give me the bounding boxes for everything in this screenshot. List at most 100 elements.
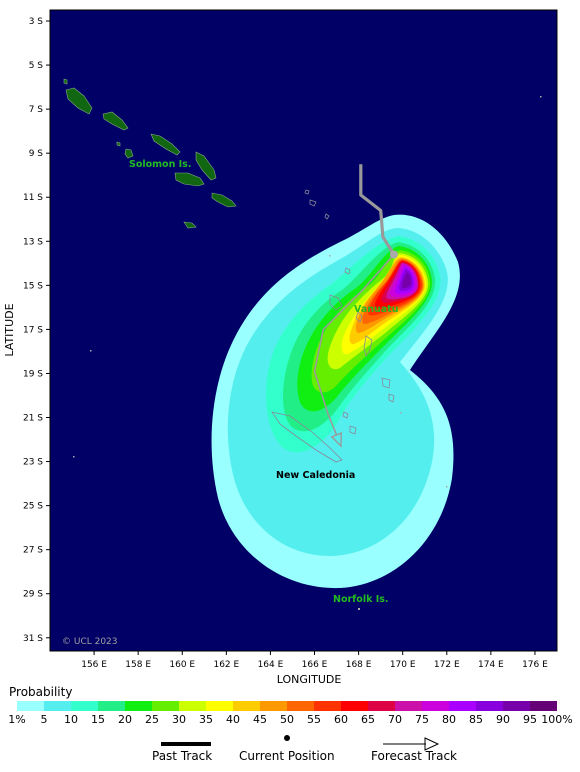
- island-makira: [211, 192, 237, 208]
- legend-swatch: [530, 701, 557, 711]
- current-position-key-label: Current Position: [239, 749, 335, 763]
- latitude-axis-title: LATITUDE: [3, 303, 16, 356]
- lat-tick-label: 15 S: [23, 281, 43, 291]
- island-small-3: [324, 213, 330, 220]
- island-outlines: [271, 189, 395, 463]
- island-efate: [363, 335, 373, 357]
- probability-legend: Probability 1% 5 10 15 20 25 30 35 40 45 50 55 60 65 7…: [0, 684, 580, 772]
- lat-tick-label: 21 S: [23, 414, 43, 424]
- island-small-2: [116, 141, 121, 147]
- lat-tick-label: 25 S: [23, 502, 43, 512]
- lat-tick-label: 17 S: [23, 325, 43, 335]
- legend-swatch: [44, 701, 71, 711]
- island-rennell: [183, 221, 197, 229]
- legend-swatch: [206, 701, 233, 711]
- label-norfolk-island: Norfolk Is.: [333, 594, 389, 605]
- past-track-key-label: Past Track: [152, 749, 213, 763]
- lon-tick-label: 172 E: [434, 660, 460, 670]
- label-vanuatu: Vanuatu: [354, 304, 399, 315]
- island-tanna: [381, 377, 391, 389]
- legend-swatch: [98, 701, 125, 711]
- legend-swatch: [152, 701, 179, 711]
- label-new-caledonia: New Caledonia: [276, 470, 355, 481]
- forecast-track-key-arrow: [424, 737, 440, 751]
- legend-swatch: [395, 701, 422, 711]
- lat-tick-label: 5 S: [29, 61, 44, 71]
- legend-swatch: [17, 701, 44, 711]
- legend-swatch: [287, 701, 314, 711]
- islet-1: [540, 96, 542, 98]
- latitude-ticks: 3 S 5 S 7 S 9 S 11 S 13 S 15 S 17 S 19 S 21 S 23 S…: [23, 17, 50, 644]
- legend-value-label: 75: [415, 713, 429, 726]
- legend-color-bar: [17, 701, 557, 711]
- legend-value-label: 15: [91, 713, 105, 726]
- island-loyalty-1: [342, 411, 349, 419]
- legend-swatch: [125, 701, 152, 711]
- lon-tick-label: 160 E: [169, 660, 195, 670]
- legend-swatch: [314, 701, 341, 711]
- lat-tick-label: 7 S: [29, 105, 44, 115]
- lat-tick-label: 31 S: [23, 634, 43, 644]
- legend-value-label: 5: [40, 713, 48, 726]
- islet-3: [73, 456, 75, 458]
- legend-swatch: [449, 701, 476, 711]
- lat-tick-label: 29 S: [23, 590, 43, 600]
- legend-swatch: [260, 701, 287, 711]
- lat-tick-label: 19 S: [23, 369, 43, 379]
- lon-tick-label: 174 E: [478, 660, 504, 670]
- lat-tick-label: 13 S: [23, 237, 43, 247]
- longitude-axis-title: LONGITUDE: [277, 673, 342, 684]
- legend-title: Probability: [9, 685, 73, 699]
- island-grande-terre: [271, 411, 343, 463]
- legend-value-label: 85: [469, 713, 483, 726]
- island-nggela: [124, 148, 134, 159]
- legend-value-label: 20: [118, 713, 132, 726]
- label-solomon-islands: Solomon Is.: [129, 159, 191, 170]
- legend-value-label: 70: [388, 713, 402, 726]
- lat-tick-label: 11 S: [23, 193, 43, 203]
- legend-value-label: 50: [280, 713, 294, 726]
- current-position-dot: [389, 250, 398, 259]
- lon-tick-label: 162 E: [213, 660, 239, 670]
- legend-swatch: [368, 701, 395, 711]
- lon-tick-label: 166 E: [302, 660, 328, 670]
- legend-value-label: 45: [253, 713, 267, 726]
- lon-tick-label: 156 E: [81, 660, 107, 670]
- lon-tick-label: 158 E: [125, 660, 151, 670]
- legend-swatch: [233, 701, 260, 711]
- island-small-4: [304, 189, 310, 195]
- island-malaita: [195, 151, 217, 181]
- legend-value-label: 95: [523, 713, 537, 726]
- island-loyalty-2: [349, 425, 357, 435]
- islet-6: [329, 255, 331, 257]
- plot-frame: [49, 9, 558, 652]
- lon-tick-label: 176 E: [522, 660, 548, 670]
- legend-swatch: [476, 701, 503, 711]
- lat-tick-label: 27 S: [23, 546, 43, 556]
- lat-tick-label: 23 S: [23, 458, 43, 468]
- longitude-ticks: 156 E 158 E 160 E 162 E 164 E 166 E 168 E 170 E…: [81, 651, 548, 670]
- small-islets: [73, 96, 542, 610]
- probability-swath: [211, 214, 460, 589]
- legend-value-label: 10: [64, 713, 78, 726]
- legend-value-label: 40: [226, 713, 240, 726]
- islet-5: [400, 412, 402, 414]
- lat-tick-label: 9 S: [29, 149, 44, 159]
- legend-value-label: 30: [172, 713, 186, 726]
- legend-value-label: 65: [361, 713, 375, 726]
- forecast-arrowhead: [330, 432, 342, 448]
- legend-swatch: [341, 701, 368, 711]
- legend-swatch: [71, 701, 98, 711]
- islet-norfolk: [358, 608, 360, 610]
- legend-value-label: 25: [145, 713, 159, 726]
- island-banks: [344, 267, 351, 275]
- legend-swatch: [422, 701, 449, 711]
- island-small-1: [63, 78, 68, 85]
- legend-value-label: 100%: [541, 713, 573, 726]
- forecast-track-line: [313, 253, 395, 436]
- island-choiseul: [65, 87, 93, 115]
- islet-2: [90, 350, 92, 352]
- lon-tick-label: 164 E: [258, 660, 284, 670]
- forecast-track-key-label: Forecast Track: [371, 749, 457, 763]
- lon-tick-label: 168 E: [346, 660, 372, 670]
